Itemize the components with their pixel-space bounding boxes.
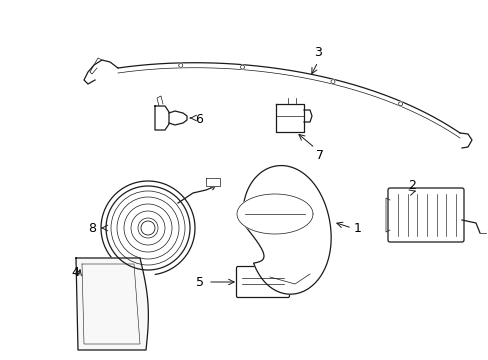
Polygon shape [76,258,148,350]
Text: 5: 5 [196,275,203,288]
Circle shape [398,102,402,106]
Circle shape [330,80,334,84]
Circle shape [240,65,244,69]
Polygon shape [243,166,330,294]
Text: 1: 1 [353,221,361,234]
Polygon shape [237,194,312,234]
Circle shape [141,221,155,235]
Text: 8: 8 [88,221,96,234]
Text: 6: 6 [195,113,203,126]
Text: 4: 4 [71,266,79,279]
Text: 2: 2 [407,179,415,192]
Circle shape [179,63,183,67]
Text: 7: 7 [315,149,324,162]
Polygon shape [205,178,220,186]
Text: 3: 3 [313,45,321,59]
